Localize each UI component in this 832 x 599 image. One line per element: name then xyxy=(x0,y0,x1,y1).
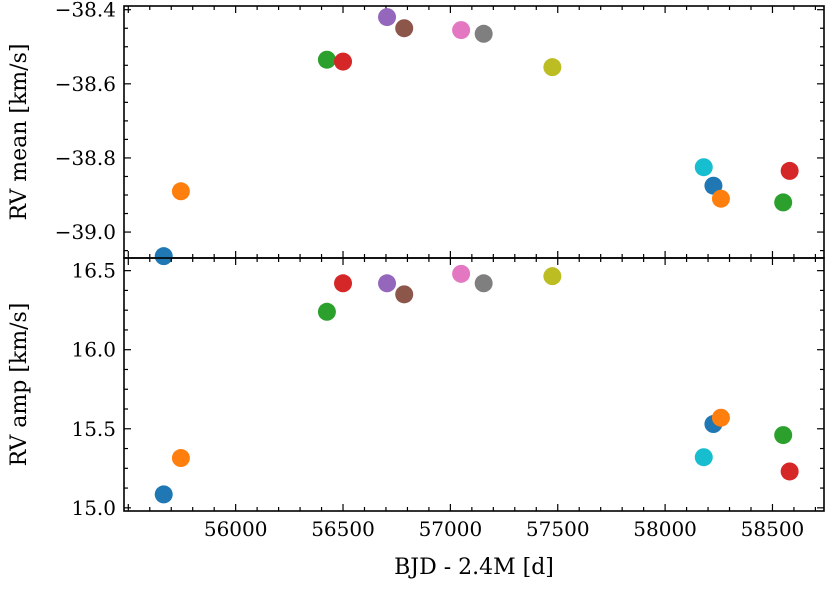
top-data-point xyxy=(774,193,793,212)
bottom-data-point xyxy=(378,274,397,293)
top-data-point xyxy=(474,24,493,43)
top-data-point xyxy=(543,58,562,77)
top-data-point xyxy=(395,19,414,38)
top-data-point xyxy=(378,8,397,27)
top-y-tick-label: −39.0 xyxy=(55,220,116,244)
bottom-y-tick-label: 15.5 xyxy=(71,417,116,441)
top-plot-frame xyxy=(123,5,825,259)
x-tick-label: 57000 xyxy=(419,517,483,541)
bottom-data-point xyxy=(774,426,793,445)
x-tick-label: 57500 xyxy=(526,517,590,541)
bottom-data-point xyxy=(543,267,562,286)
top-y-axis-label: RV mean [km/s] xyxy=(7,44,32,221)
top-data-point xyxy=(780,161,799,180)
bottom-y-tick-label: 16.0 xyxy=(71,338,116,362)
bottom-y-tick-label: 15.0 xyxy=(71,496,116,520)
top-data-point xyxy=(694,158,713,177)
x-tick-label: 58500 xyxy=(741,517,805,541)
bottom-plot-frame xyxy=(123,257,825,512)
top-y-tick-label: −38.8 xyxy=(55,146,116,170)
x-tick-label: 56000 xyxy=(204,517,268,541)
bottom-data-point xyxy=(780,462,799,481)
top-data-point xyxy=(452,21,471,40)
x-tick-label: 58000 xyxy=(633,517,697,541)
x-tick-label: 56500 xyxy=(311,517,375,541)
bottom-y-axis-label: RV amp [km/s] xyxy=(7,303,32,467)
bottom-data-point xyxy=(334,274,353,293)
bottom-data-point xyxy=(395,285,414,304)
top-panel-rv-mean: −39.0 −38.8 −38.6 −38.4 RV mean [km/s] xyxy=(7,0,825,266)
x-axis-label: BJD - 2.4M [d] xyxy=(394,555,554,580)
top-y-tick-label: −38.6 xyxy=(55,72,116,96)
top-data-point xyxy=(171,182,190,201)
top-data-point xyxy=(334,52,353,71)
bottom-data-point xyxy=(154,485,173,504)
top-y-tick-label: −38.4 xyxy=(55,0,116,22)
bottom-panel-rv-amp: 15.0 15.5 16.0 16.5 RV amp [km/s] 56000 56500 5… xyxy=(7,257,825,580)
bottom-data-point xyxy=(694,448,713,467)
bottom-data-point xyxy=(171,449,190,468)
bottom-data-point xyxy=(711,408,730,427)
top-data-point xyxy=(154,247,173,266)
top-data-point xyxy=(317,50,336,69)
bottom-data-point xyxy=(452,264,471,283)
bottom-data-point xyxy=(317,302,336,321)
top-data-point xyxy=(711,189,730,208)
bottom-y-tick-label: 16.5 xyxy=(71,259,116,283)
bottom-data-point xyxy=(474,274,493,293)
